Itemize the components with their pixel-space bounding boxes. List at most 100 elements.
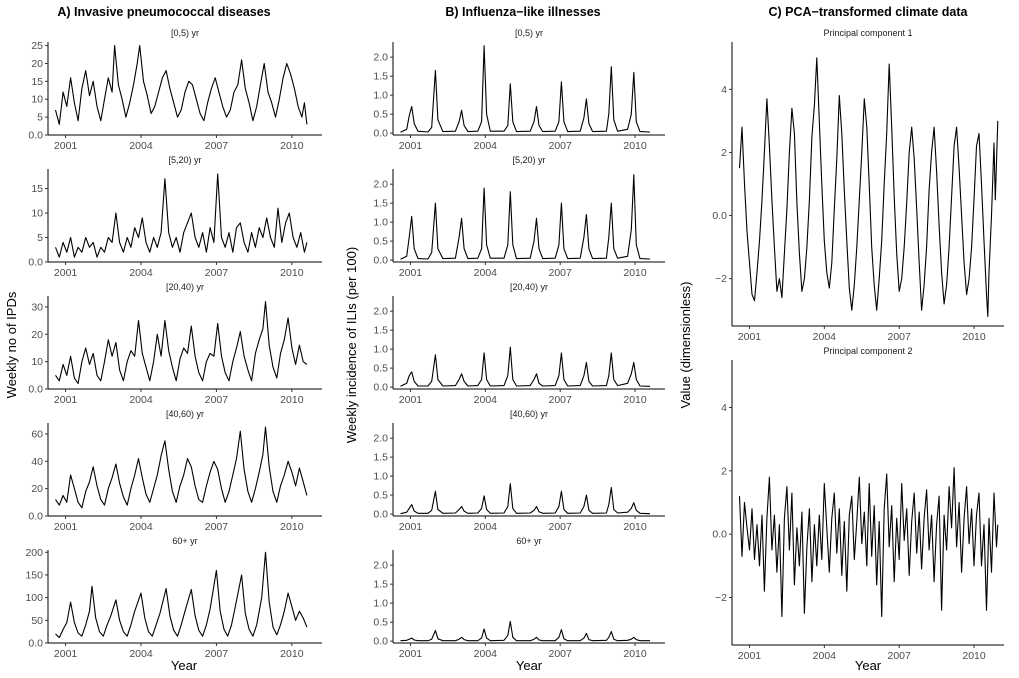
y-tick-label: 5 (37, 112, 43, 124)
x-title-a: Year (171, 658, 198, 673)
x-tick-label: 2001 (54, 394, 78, 406)
x-tick-label: 2004 (474, 521, 498, 533)
y-tick-label: 2.0 (373, 560, 388, 572)
y-tick-label: 1.0 (373, 598, 388, 610)
y-tick-label: 1.5 (373, 71, 388, 83)
y-tick-label: 30 (31, 301, 43, 313)
y-tick-label: 2.0 (373, 433, 388, 445)
strip-label: [5,20) yr (168, 155, 201, 165)
x-tick-label: 2004 (129, 521, 153, 533)
x-tick-label: 2010 (280, 140, 304, 152)
x-tick-label: 2001 (738, 331, 762, 343)
series-line (400, 620, 650, 642)
x-tick-label: 2010 (280, 648, 304, 660)
strip-label: 60+ yr (516, 536, 541, 546)
strip-label: [0,5) yr (515, 28, 543, 38)
y-tick-label: 0.0 (373, 636, 388, 648)
panel-7: [5,20) yr 0.0 0.5 1.0 1.5 2.0 2001 2004 2007 2010 (373, 155, 665, 279)
y-tick-label: 1.5 (373, 198, 388, 210)
strip-label: [40,60) yr (510, 409, 548, 419)
series-line (55, 300, 308, 385)
y-tick-label: 1.5 (373, 579, 388, 591)
y-tick-label: 2 (721, 147, 727, 159)
x-tick-label: 2001 (399, 267, 423, 279)
y-tick-label: 1.0 (373, 90, 388, 102)
panel-1: [0,5) yr 0.0 5 10 15 20 25 2001 2004 2007 2010 (28, 28, 322, 152)
x-tick-label: 2010 (623, 267, 647, 279)
series-line (54, 45, 308, 125)
series-line (738, 57, 999, 318)
panel-6: [0,5) yr 0.0 0.5 1.0 1.5 2.0 2001 2004 2007 2010 (373, 28, 665, 152)
y-tick-label: 0.0 (28, 638, 43, 650)
y-tick-label: 0.5 (373, 490, 388, 502)
y-tick-label: 1.0 (373, 471, 388, 483)
y-tick-label: 20 (31, 329, 43, 341)
y-tick-label: 0.0 (28, 257, 43, 269)
panel-c-title: C) PCA−transformed climate data (768, 5, 968, 19)
x-tick-label: 2004 (813, 331, 837, 343)
y-tick-label: 0.5 (373, 363, 388, 375)
panel-12: Principal component 2 −2 0.0 2 4 2001 2004 2007… (712, 346, 1004, 662)
x-tick-label: 2010 (623, 648, 647, 660)
x-tick-label: 2004 (813, 650, 837, 662)
y-tick-label: 40 (31, 456, 43, 468)
y-tick-label: 10 (31, 208, 43, 220)
x-tick-label: 2001 (399, 394, 423, 406)
y-tick-label: 25 (31, 40, 43, 52)
y-tick-label: 150 (25, 569, 43, 581)
x-tick-label: 2010 (280, 521, 304, 533)
x-title-c: Year (855, 658, 882, 673)
strip-label: [20,40) yr (510, 282, 548, 292)
x-tick-label: 2007 (205, 648, 229, 660)
series-line (55, 426, 308, 509)
panel-4: [40,60) yr 0.0 20 40 60 2001 2004 2007 2010 (28, 409, 322, 533)
y-tick-label: 10 (31, 94, 43, 106)
x-tick-label: 2007 (549, 648, 573, 660)
panel-9: [40,60) yr 0.0 0.5 1.0 1.5 2.0 2001 2004 2007 201… (373, 409, 665, 533)
y-tick-label: 20 (31, 58, 43, 70)
y-title-ipd: Weekly no of IPDs (4, 291, 19, 398)
x-tick-label: 2010 (280, 394, 304, 406)
strip-label: [40,60) yr (166, 409, 204, 419)
x-tick-label: 2001 (54, 521, 78, 533)
x-tick-label: 2001 (54, 648, 78, 660)
series-line (400, 483, 651, 515)
x-tick-label: 2007 (888, 650, 912, 662)
y-tick-label: 0.0 (28, 130, 43, 142)
y-tick-label: 0.0 (28, 384, 43, 396)
x-tick-label: 2004 (474, 267, 498, 279)
strip-label: [0,5) yr (171, 28, 199, 38)
x-tick-label: 2004 (129, 140, 153, 152)
x-tick-label: 2007 (888, 331, 912, 343)
y-tick-label: 5 (37, 232, 43, 244)
x-tick-label: 2004 (129, 648, 153, 660)
panel-3: [20,40) yr 0.0 10 20 30 2001 2004 2007 2010 (28, 282, 322, 406)
y-tick-label: 0.0 (373, 128, 388, 140)
x-tick-label: 2007 (205, 394, 229, 406)
x-tick-label: 2010 (623, 140, 647, 152)
strip-label: Principal component 1 (823, 28, 912, 38)
y-tick-label: 2.0 (373, 179, 388, 191)
panel-11: Principal component 1 −2 0.0 2 4 2001 2004 2007… (712, 28, 1004, 343)
x-tick-label: 2010 (962, 650, 986, 662)
y-tick-label: 2.0 (373, 52, 388, 64)
y-tick-label: 0.5 (373, 236, 388, 248)
y-tick-label: 1.5 (373, 325, 388, 337)
y-title-ili: Weekly incidence of ILIs (per 100) (344, 247, 359, 443)
x-tick-label: 2010 (623, 394, 647, 406)
x-tick-label: 2001 (399, 648, 423, 660)
y-tick-label: 0.0 (712, 529, 727, 541)
y-tick-label: 0.5 (373, 109, 388, 121)
y-tick-label: 2 (721, 465, 727, 477)
strip-label: [5,20) yr (512, 155, 545, 165)
x-tick-label: 2010 (623, 521, 647, 533)
x-tick-label: 2007 (205, 267, 229, 279)
y-tick-label: 15 (31, 183, 43, 195)
y-title-pca: Value (dimensionless) (678, 282, 693, 409)
x-tick-label: 2001 (738, 650, 762, 662)
y-tick-label: 0.0 (373, 509, 388, 521)
panel-10: 60+ yr 0.0 0.5 1.0 1.5 2.0 2001 2004 2007 2010 (373, 536, 665, 660)
x-tick-label: 2004 (474, 648, 498, 660)
y-tick-label: 0.0 (28, 511, 43, 523)
